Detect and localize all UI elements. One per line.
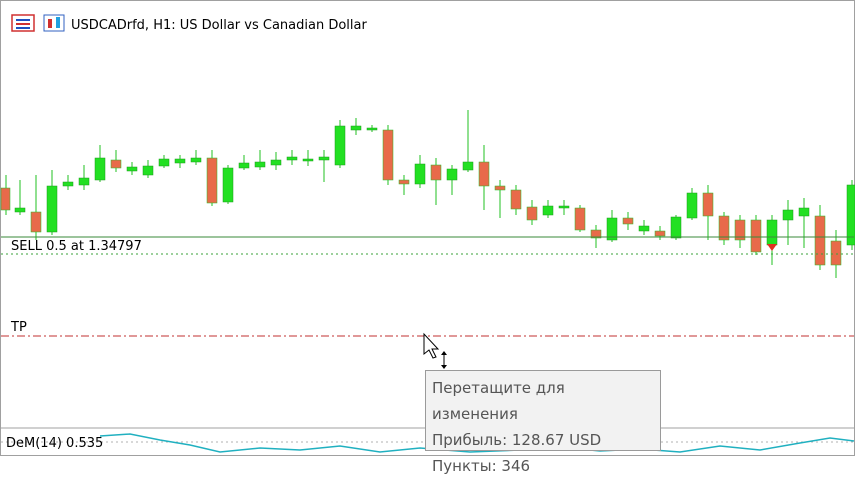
candles (0, 110, 855, 278)
chart-title: USDCADrfd, H1: US Dollar vs Canadian Dol… (71, 18, 367, 33)
tooltip: Перетащите для изменения Прибыль: 128.67… (425, 370, 661, 475)
sell-arrow (767, 244, 777, 251)
dem-line (99, 433, 855, 453)
order-label: SELL 0.5 at 1.34797 (11, 239, 142, 254)
cursor (423, 332, 447, 369)
tooltip-line: Прибыль: 128.67 USD (432, 431, 602, 449)
tooltip-line: Пункты: 346 (432, 457, 531, 475)
window-icons[interactable] (11, 14, 65, 32)
tooltip-line: Перетащите для изменения (432, 379, 565, 423)
tp-label: TP (10, 320, 27, 335)
indicator-label: DeM(14) 0.535 (6, 436, 103, 451)
